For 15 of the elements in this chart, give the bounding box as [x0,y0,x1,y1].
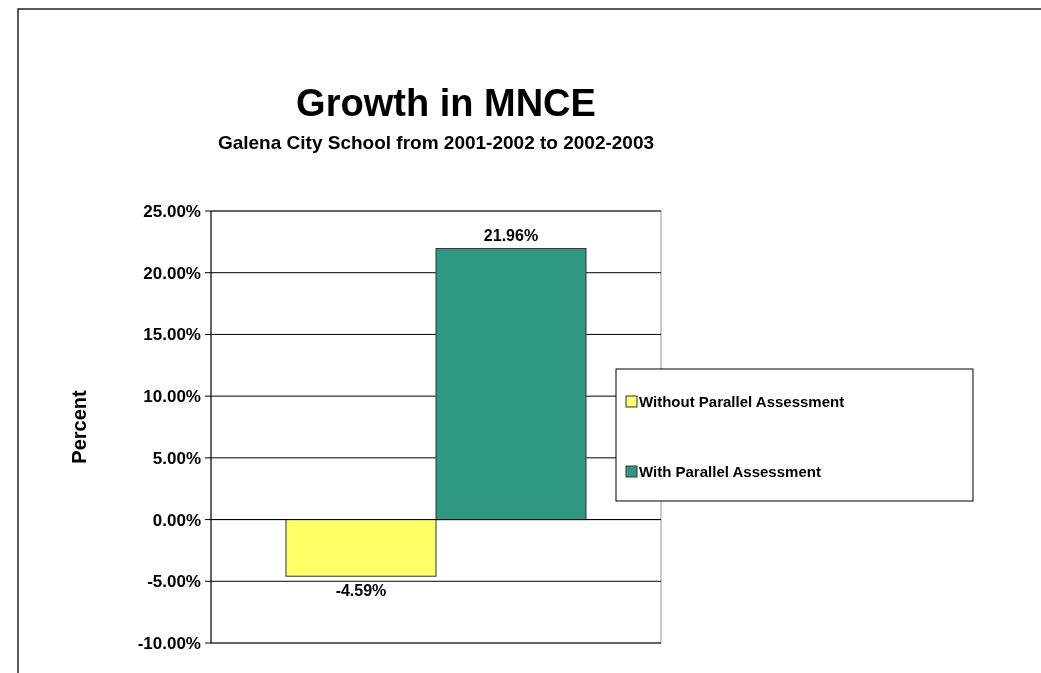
data-label: 21.96% [483,226,539,244]
y-tick-label: 5.00% [152,448,201,468]
y-tick-label: -10.00% [137,633,201,653]
y-tick-label: 25.00% [143,201,201,221]
legend-label: With Parallel Assessment [639,463,821,481]
chart-subtitle: Galena City School from 2001-2002 to 2002-2003 [217,132,655,153]
y-tick-label: 0.00% [152,510,201,530]
y-tick-label: 15.00% [143,325,201,345]
y-tick-label: -5.00% [147,572,201,592]
chart-title: Growth in MNCE [296,82,596,124]
data-label: -4.59% [335,582,387,600]
y-axis-title: Percent [68,389,90,464]
y-tick-label: 10.00% [143,387,201,407]
y-tick-label: 20.00% [143,263,201,283]
legend-label: Without Parallel Assessment [639,393,845,411]
